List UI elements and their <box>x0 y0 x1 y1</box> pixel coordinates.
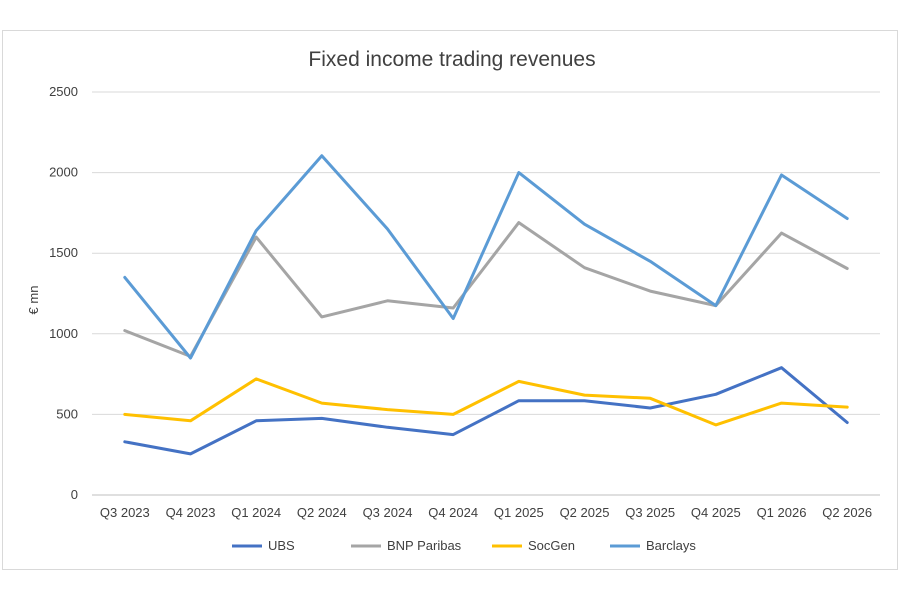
y-tick-label: 2500 <box>49 84 78 99</box>
x-tick-label: Q4 2025 <box>691 505 741 520</box>
y-tick-label: 0 <box>71 487 78 502</box>
y-tick-label: 1000 <box>49 326 78 341</box>
y-tick-label: 2000 <box>49 165 78 180</box>
series-line-socgen <box>123 377 849 427</box>
legend-label-barclays: Barclays <box>646 538 696 553</box>
x-tick-label: Q1 2024 <box>231 505 281 520</box>
x-tick-label: Q4 2023 <box>166 505 216 520</box>
x-tick-label: Q3 2023 <box>100 505 150 520</box>
x-tick-label: Q1 2025 <box>494 505 544 520</box>
chart-frame <box>2 30 898 570</box>
x-tick-label: Q3 2024 <box>363 505 413 520</box>
series-line-bnp-paribas <box>123 221 849 358</box>
legend-label-ubs: UBS <box>268 538 295 553</box>
y-axis-label: € mn <box>26 286 41 315</box>
y-tick-label: 1500 <box>49 245 78 260</box>
y-tick-label: 500 <box>56 406 78 421</box>
x-tick-label: Q2 2026 <box>822 505 872 520</box>
series-line-barclays <box>123 154 849 360</box>
chart-title: Fixed income trading revenues <box>308 48 595 71</box>
legend-label-socgen: SocGen <box>528 538 575 553</box>
x-tick-label: Q1 2026 <box>757 505 807 520</box>
x-tick-label: Q3 2025 <box>625 505 675 520</box>
x-tick-label: Q4 2024 <box>428 505 478 520</box>
series-line-ubs <box>123 366 849 456</box>
x-tick-label: Q2 2024 <box>297 505 347 520</box>
x-tick-label: Q2 2025 <box>560 505 610 520</box>
legend-label-bnp-paribas: BNP Paribas <box>387 538 462 553</box>
